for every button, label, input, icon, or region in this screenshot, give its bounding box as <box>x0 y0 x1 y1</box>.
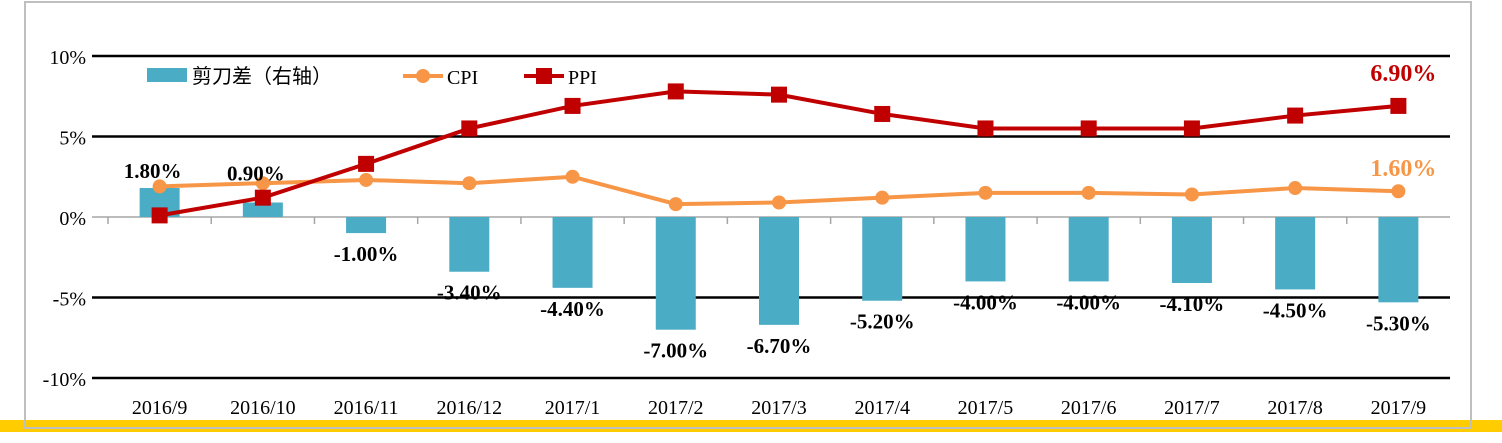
x-tick-label: 2017/5 <box>958 397 1014 419</box>
legend-label-ppi: PPI <box>568 67 597 89</box>
bar-spread <box>1171 217 1212 284</box>
legend-label-cpi: CPI <box>447 67 478 89</box>
cpi-point <box>875 190 890 205</box>
cpi-point <box>255 176 270 191</box>
cpi-point <box>978 185 993 200</box>
x-tick-label: 2017/7 <box>1164 397 1220 419</box>
bar-spread <box>655 217 696 330</box>
y-tick-label: -10% <box>43 369 86 391</box>
ppi-point <box>151 207 168 224</box>
cpi-point <box>668 197 683 212</box>
ppi-point <box>1183 120 1200 137</box>
bar-data-label: -4.10% <box>1160 292 1225 316</box>
bar-data-label: 0.90% <box>227 162 285 186</box>
x-tick-label: 2016/9 <box>132 397 188 419</box>
bar-data-label: -1.00% <box>334 242 399 266</box>
bar-spread <box>552 217 593 288</box>
ppi-end-label: 6.90% <box>1370 61 1436 87</box>
legend-swatch-spread <box>147 68 187 82</box>
ppi-point <box>874 105 891 122</box>
cpi-point <box>152 179 167 194</box>
ppi-point <box>1390 97 1407 114</box>
bar-spread <box>1068 217 1109 282</box>
ppi-point <box>564 97 581 114</box>
ppi-point <box>1080 120 1097 137</box>
bar-data-label: -3.40% <box>437 281 502 305</box>
x-tick-label: 2017/1 <box>545 397 601 419</box>
legend-marker-ppi <box>536 68 552 84</box>
cpi-point <box>1391 184 1406 199</box>
x-tick-label: 2017/4 <box>854 397 910 419</box>
bar-spread <box>1275 217 1316 290</box>
y-tick-label: -5% <box>53 289 86 311</box>
legend: 剪刀差（右轴） CPI PPI <box>147 65 597 89</box>
yellow-band <box>0 420 1502 432</box>
bar-spread <box>1378 217 1419 303</box>
cpi-point <box>359 172 374 187</box>
bar-data-label: -6.70% <box>747 334 812 358</box>
bar-spread <box>759 217 799 325</box>
bar-spread <box>965 217 1006 282</box>
cpi-point <box>1081 185 1096 200</box>
cpi-point <box>772 195 786 210</box>
bar-data-label: -4.00% <box>953 290 1018 314</box>
cpi-point <box>1288 181 1303 196</box>
x-tick-label: 2017/8 <box>1267 397 1323 419</box>
y-tick-label: 5% <box>59 128 86 150</box>
bar-spread <box>862 217 903 301</box>
ppi-point <box>977 120 994 137</box>
x-tick-label: 2017/3 <box>751 397 807 419</box>
bar-data-label: -4.50% <box>1263 298 1328 322</box>
ppi-point <box>667 83 684 100</box>
x-tick-label: 2017/2 <box>648 397 704 419</box>
bar-data-label: -7.00% <box>643 339 708 363</box>
y-tick-label: 10% <box>49 47 86 69</box>
x-tick-label: 2016/11 <box>334 397 399 419</box>
cpi-point <box>1184 187 1199 202</box>
cpi-end-label: 1.60% <box>1370 156 1436 182</box>
bar-data-label: -4.00% <box>1056 290 1121 314</box>
legend-label-spread: 剪刀差（右轴） <box>192 65 332 88</box>
bar-spread <box>449 217 490 272</box>
legend-marker-cpi <box>416 69 430 83</box>
bar-spread <box>346 217 387 234</box>
ppi-point <box>771 86 787 103</box>
bar-spread <box>242 202 283 217</box>
bar-data-label: 1.80% <box>124 159 182 183</box>
ppi-point <box>461 120 478 137</box>
cpi-point <box>565 169 580 184</box>
ppi-point <box>254 189 271 206</box>
x-tick-label: 2016/10 <box>230 397 296 419</box>
x-tick-label: 2016/12 <box>437 397 503 419</box>
ppi-point <box>1287 107 1304 124</box>
bar-data-label: -5.20% <box>850 310 915 334</box>
x-tick-label: 2017/6 <box>1061 397 1117 419</box>
bar-data-label: -5.30% <box>1366 311 1431 335</box>
bar-data-label: -4.40% <box>540 297 605 321</box>
chart-frame <box>24 1 1472 429</box>
y-tick-label: 0% <box>59 208 86 230</box>
x-tick-label: 2017/9 <box>1371 397 1427 419</box>
cpi-point <box>462 176 477 191</box>
ppi-point <box>358 155 375 172</box>
